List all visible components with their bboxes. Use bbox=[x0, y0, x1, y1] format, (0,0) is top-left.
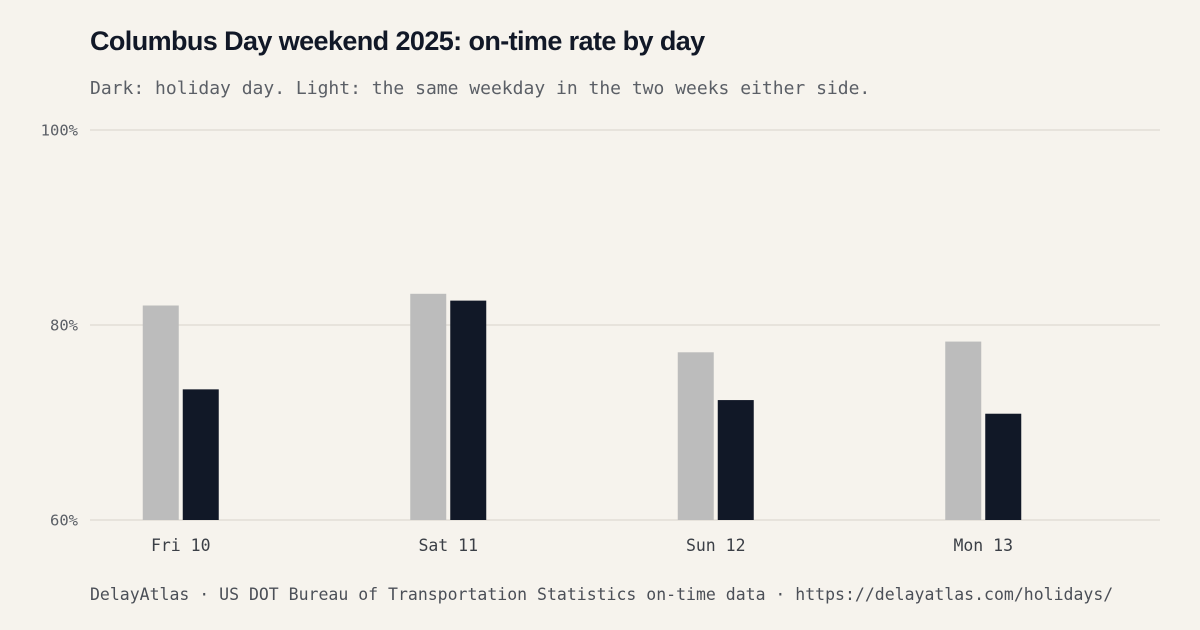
bar-baseline-4 bbox=[945, 341, 982, 520]
chart-subtitle: Dark: holiday day. Light: the same weekd… bbox=[90, 78, 871, 99]
x-tick-label: Mon 13 bbox=[953, 536, 1013, 555]
gridlines bbox=[90, 129, 1160, 521]
x-tick-label: Sun 12 bbox=[686, 536, 746, 555]
bars bbox=[142, 293, 1022, 520]
source-footer: DelayAtlas · US DOT Bureau of Transporta… bbox=[90, 585, 1114, 604]
y-axis-ticks: 60% 80% 100% bbox=[41, 122, 79, 530]
bar-baseline-2 bbox=[410, 293, 447, 520]
x-tick-label: Sat 11 bbox=[418, 536, 478, 555]
bar-holiday-1 bbox=[182, 389, 219, 520]
chart-title: Columbus Day weekend 2025: on-time rate … bbox=[90, 26, 705, 56]
x-tick-label: Fri 10 bbox=[151, 536, 211, 555]
x-axis-labels: Fri 10 Sat 11 Sun 12 Mon 13 bbox=[151, 536, 1013, 555]
bar-holiday-3 bbox=[717, 400, 754, 520]
bar-baseline-1 bbox=[142, 305, 179, 520]
bar-baseline-3 bbox=[677, 352, 714, 520]
bar-holiday-4 bbox=[985, 413, 1022, 520]
y-tick-label: 100% bbox=[41, 122, 79, 140]
y-tick-label: 60% bbox=[50, 512, 79, 530]
bar-holiday-2 bbox=[450, 300, 487, 520]
y-tick-label: 80% bbox=[50, 317, 79, 335]
